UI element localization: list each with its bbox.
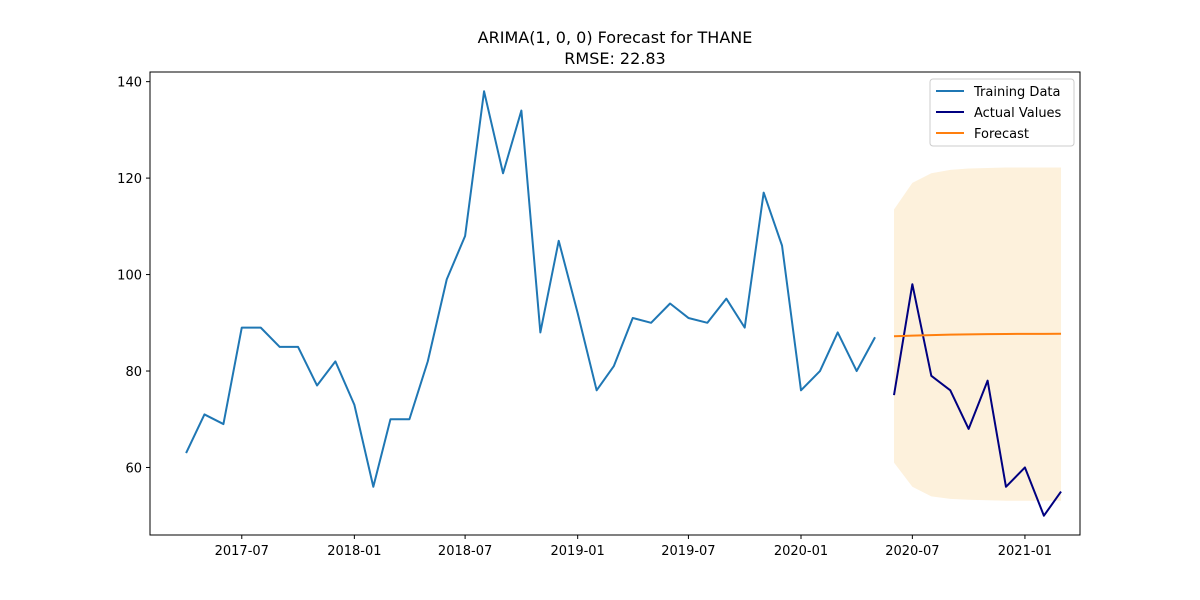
series-line-forecast — [893, 332, 1062, 338]
series-line-actual-values — [893, 283, 1062, 517]
plot-frame — [149, 71, 1081, 536]
x-tick-label: 2017-07 — [215, 544, 269, 559]
y-tick-label: 140 — [117, 76, 142, 91]
x-tick-label: 2018-07 — [438, 544, 492, 559]
x-tick-label: 2019-01 — [551, 544, 605, 559]
y-tick-label: 100 — [117, 269, 142, 284]
chart-subtitle: RMSE: 22.83 — [564, 49, 665, 68]
legend-label: Actual Values — [974, 106, 1062, 121]
series-line-training-data — [185, 90, 876, 488]
legend-label: Training Data — [973, 85, 1060, 100]
y-tick-label: 120 — [117, 172, 142, 187]
legend-box — [929, 78, 1075, 147]
axis-layer: 60 80 100 120 140 2017-07 2018-01 2018-07 2019-0… — [117, 76, 1052, 559]
x-tick-label: 2020-07 — [885, 544, 939, 559]
x-tick-label: 2019-07 — [661, 544, 715, 559]
chart-title: ARIMA(1, 0, 0) Forecast for THANE — [478, 28, 753, 47]
y-tick-label: 60 — [125, 461, 142, 476]
series-layer — [185, 90, 1062, 517]
x-tick-label: 2021-01 — [998, 544, 1052, 559]
y-tick-label: 80 — [125, 365, 142, 380]
x-tick-label: 2018-01 — [327, 544, 381, 559]
legend-label: Forecast — [974, 127, 1029, 142]
x-tick-label: 2020-01 — [774, 544, 828, 559]
legend: Training Data Actual Values Forecast — [929, 78, 1075, 147]
